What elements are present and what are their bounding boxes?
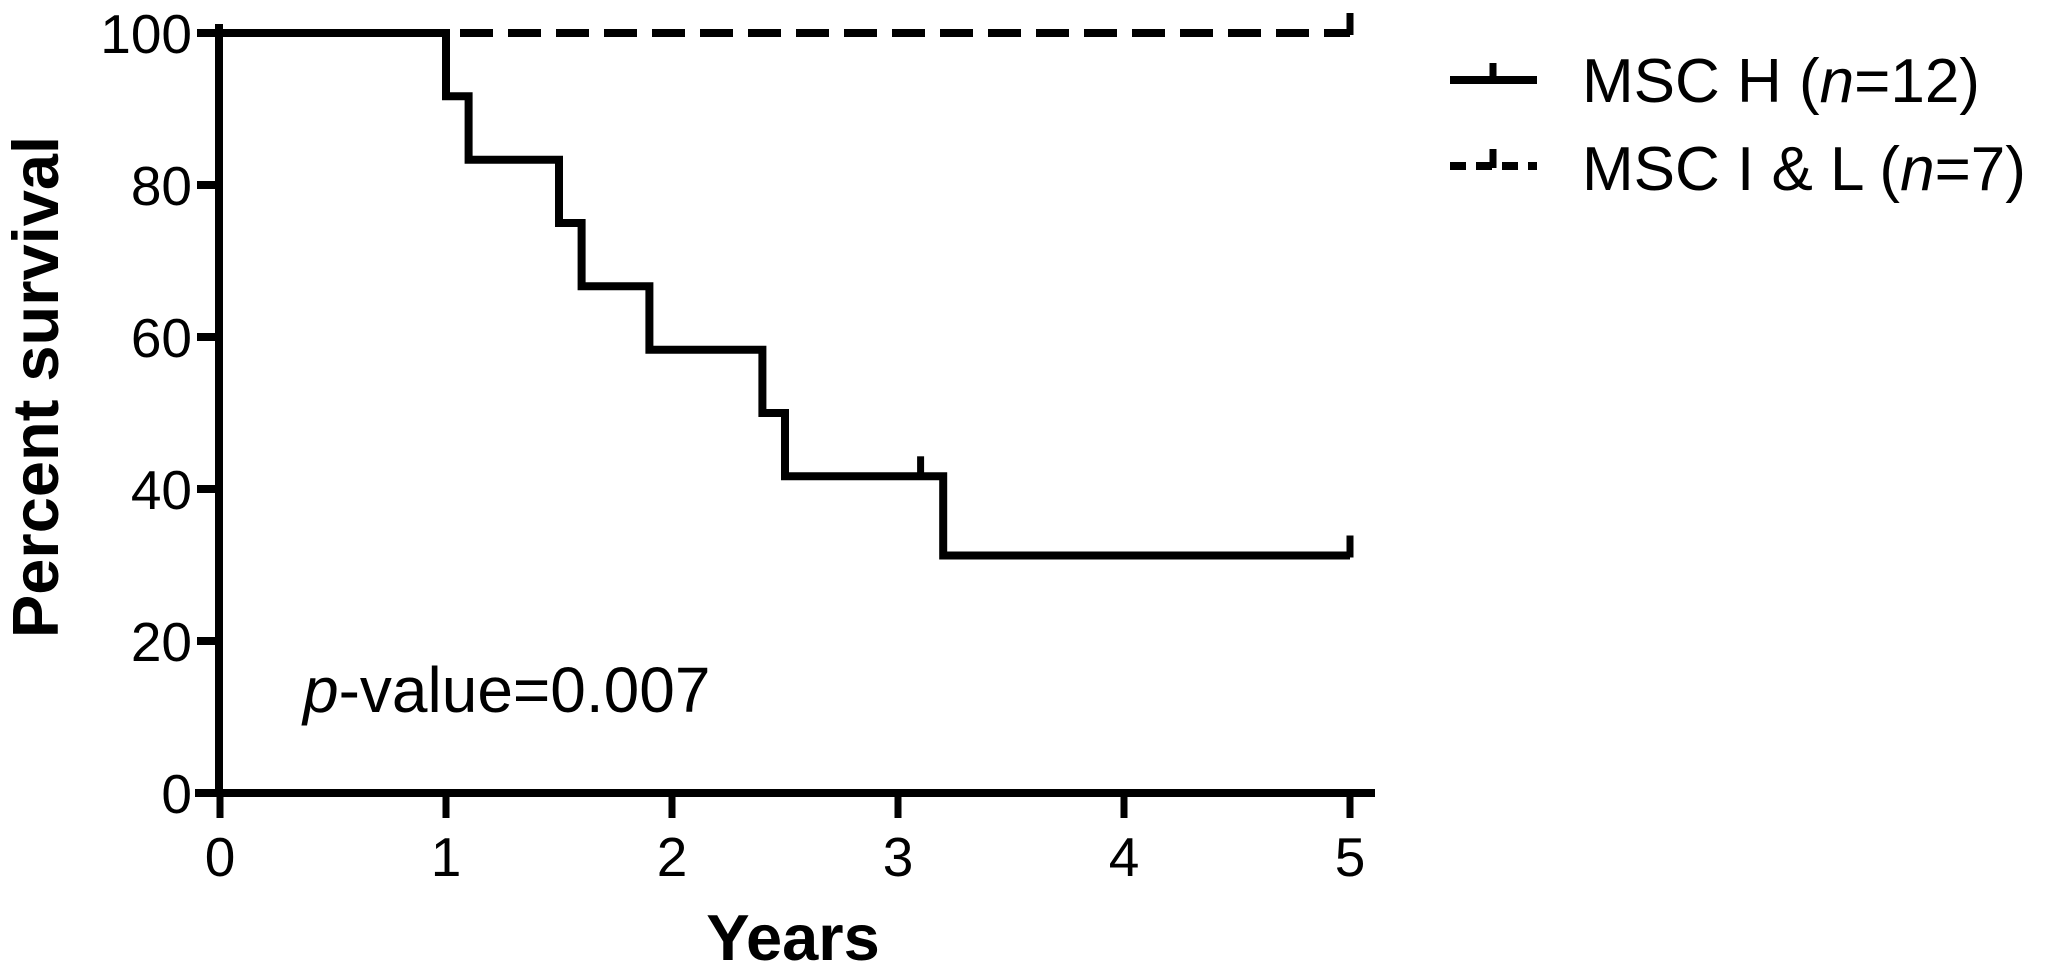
legend-symbol-dashed-line [1450,149,1537,170]
legend: MSC H (n=12) MSC I & L (n=7) [1450,47,2026,204]
legend-label-text: MSC H ( [1582,47,1820,116]
y-axis-label: Percent survival [0,136,72,638]
x-tick-label: 5 [1335,826,1366,888]
y-tick-label: 60 [131,307,192,369]
legend-label-text: MSC I & L ( [1582,135,1900,204]
series-curves [220,29,1350,560]
x-tick-label: 0 [205,826,236,888]
legend-item-msc-i-l: MSC I & L (n=7) [1450,135,2026,204]
legend-label-msc-h: MSC H (n=12) [1582,47,1980,116]
legend-label-italic-n: n [1820,47,1854,116]
x-tick-label: 3 [883,826,914,888]
legend-item-msc-h: MSC H (n=12) [1450,47,1980,116]
p-value-rest-part: -value=0.007 [339,654,711,726]
axes [195,24,1375,797]
legend-label-msc-i-l: MSC I & L (n=7) [1582,135,2026,204]
legend-label-italic-n: n [1900,135,1934,204]
p-value-italic-part: p [301,654,339,726]
tick-labels: 0 1 2 3 4 5 0 20 40 60 80 100 [100,3,1365,888]
y-tick-label: 40 [131,459,192,521]
y-tick-label: 80 [131,155,192,217]
x-axis-label: Years [706,901,880,974]
x-tick-label: 1 [431,826,462,888]
censor-marks [917,13,1354,558]
axis-ticks [197,29,1354,818]
series-curve-solid [220,29,1350,560]
y-tick-label: 20 [131,611,192,673]
p-value-annotation: p-value=0.007 [301,654,710,726]
x-tick-label: 4 [1109,826,1140,888]
x-tick-label: 2 [657,826,688,888]
legend-symbol-solid-line [1450,63,1537,84]
legend-label-text: =12) [1854,47,1980,116]
y-tick-label: 100 [100,3,192,65]
y-tick-label: 0 [161,763,192,825]
legend-label-text: =7) [1935,135,2026,204]
